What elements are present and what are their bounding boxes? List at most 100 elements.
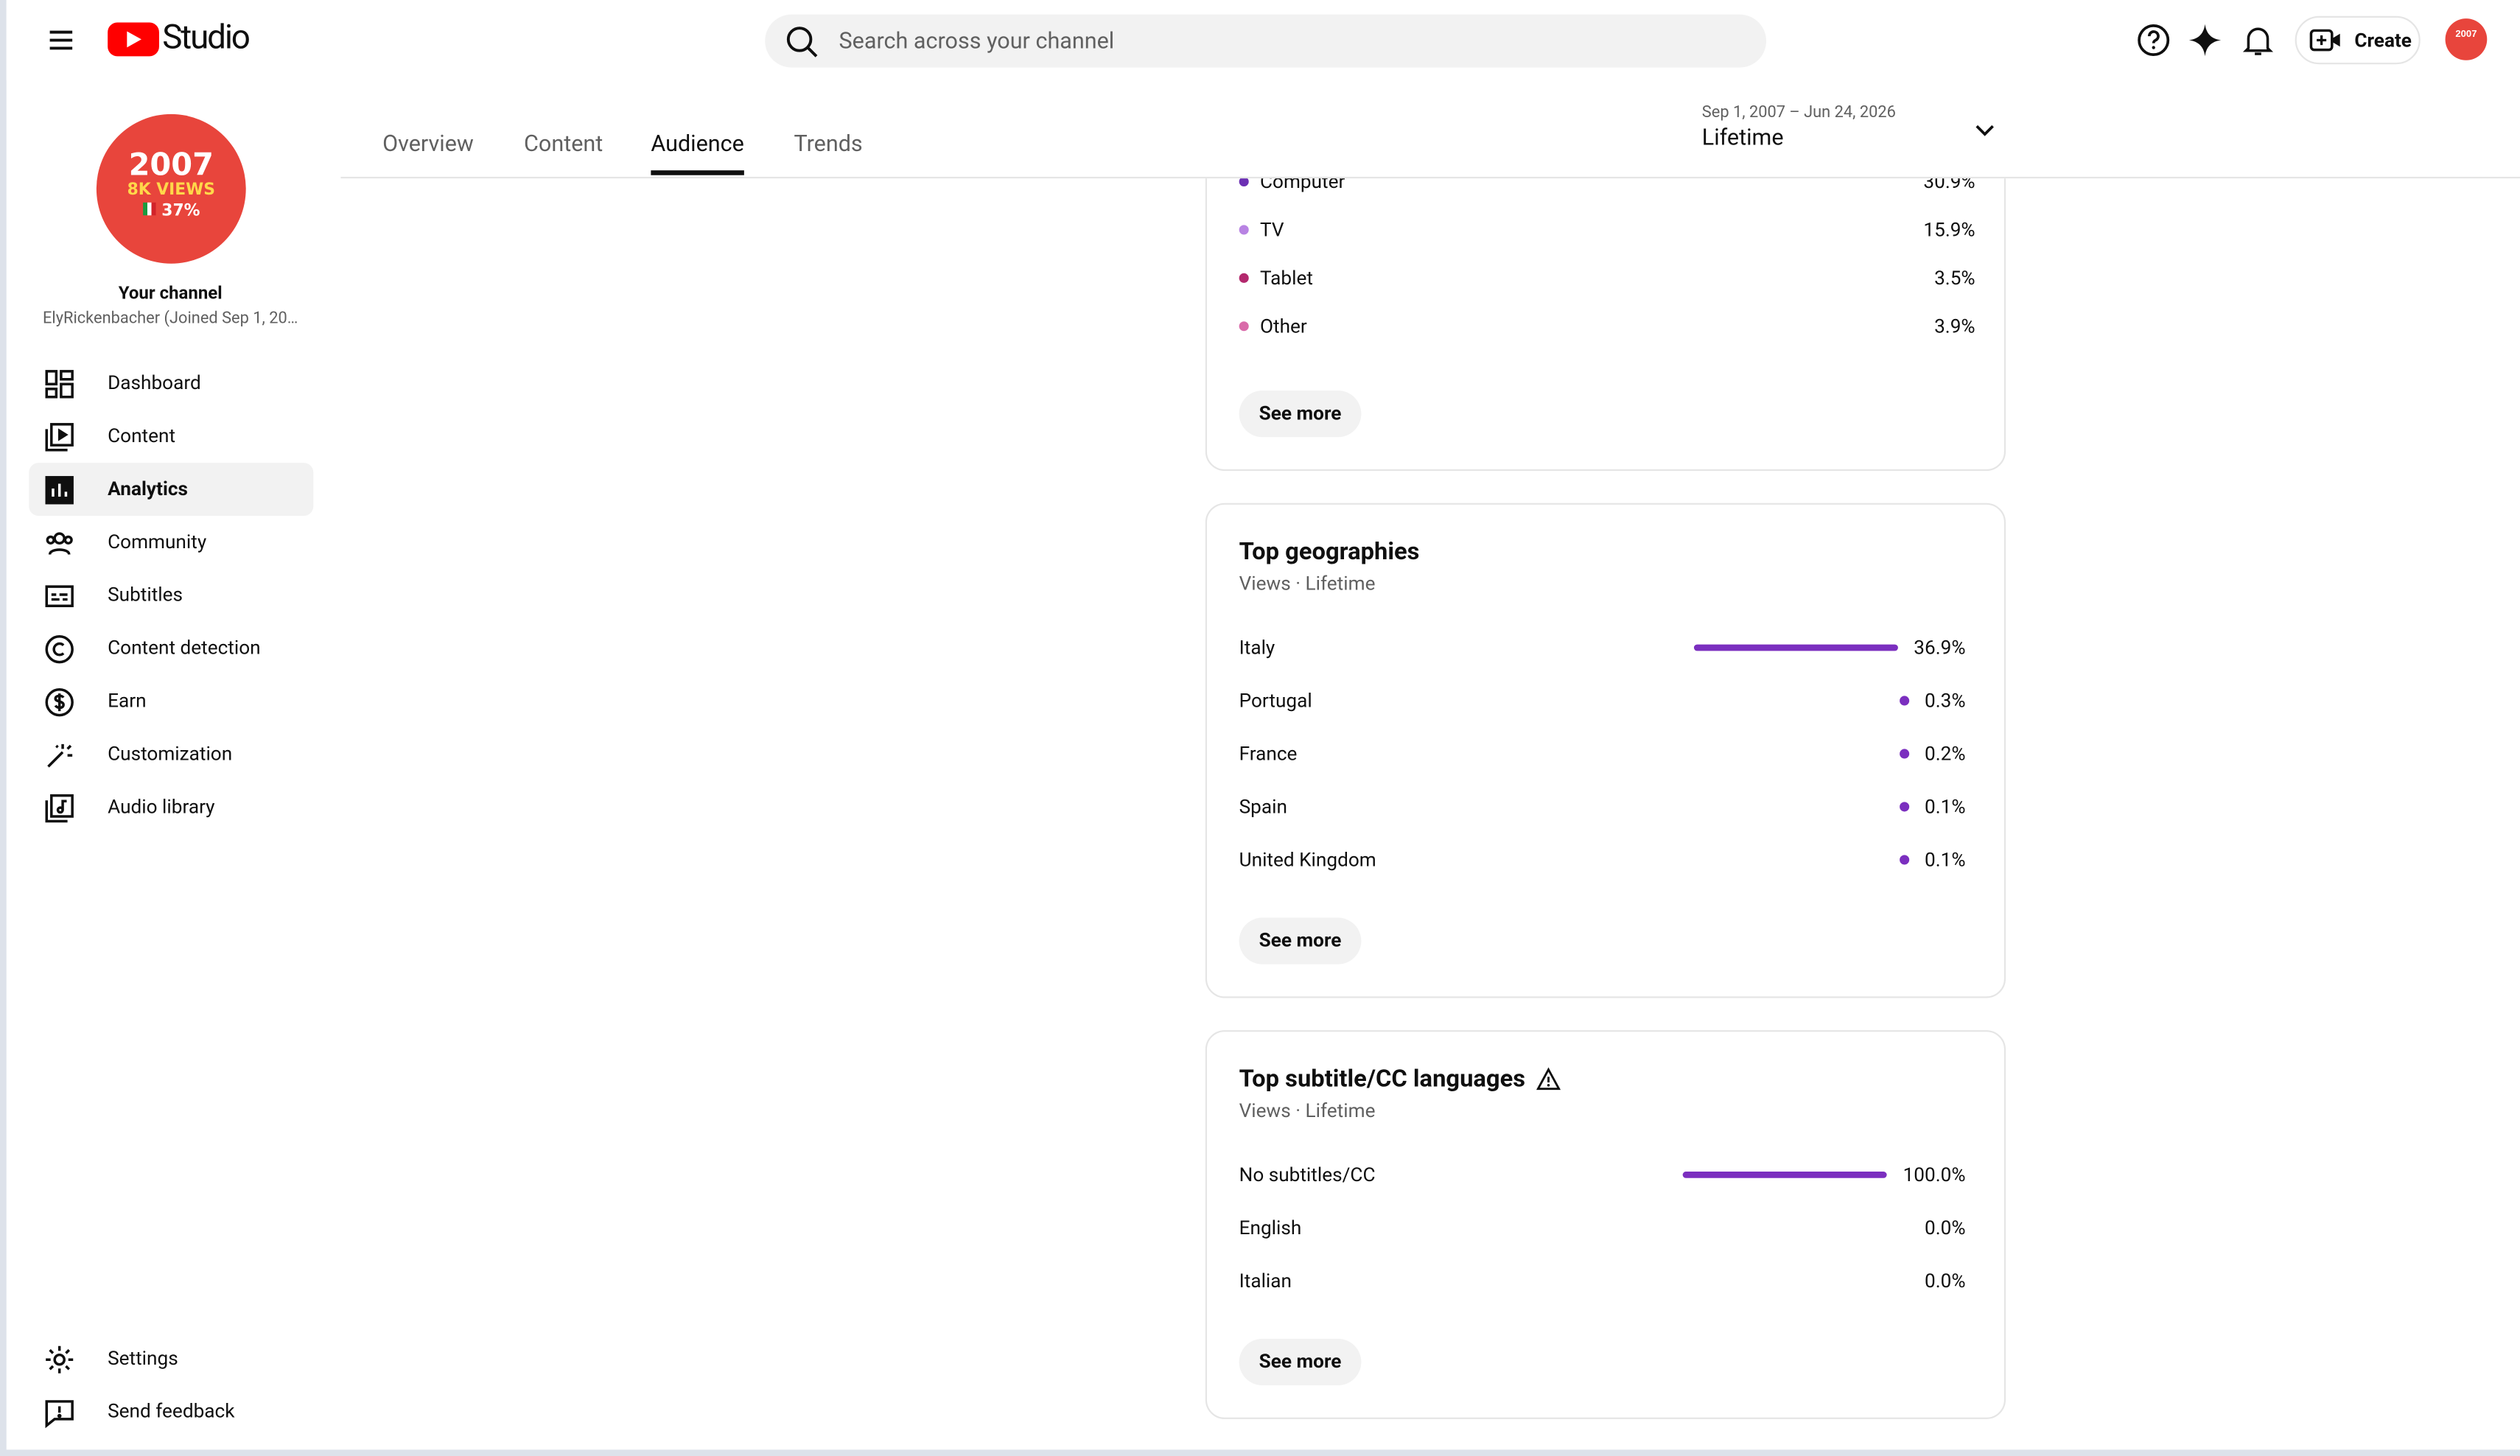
see-more-button[interactable]: See more bbox=[1239, 1338, 1362, 1386]
tab[interactable]: Content bbox=[524, 131, 603, 158]
row-name: France bbox=[1239, 742, 1298, 766]
search-icon bbox=[786, 27, 818, 57]
card-subtitle: Views · Lifetime bbox=[1239, 1099, 1376, 1122]
nav-icon bbox=[45, 794, 74, 823]
nav-icon bbox=[45, 634, 74, 664]
legend-dot bbox=[1239, 225, 1249, 235]
row-marker bbox=[1899, 802, 1909, 812]
date-label[interactable]: Lifetime bbox=[1701, 125, 1784, 152]
nav-item[interactable]: Community bbox=[29, 516, 313, 569]
device-value: 3.5% bbox=[1934, 267, 1975, 290]
account-avatar-text: 2007 bbox=[2455, 28, 2477, 39]
dot bbox=[1899, 802, 1909, 812]
nav-icon bbox=[46, 532, 73, 556]
nav-label: Customization bbox=[108, 742, 233, 766]
device-name: Other bbox=[1259, 315, 1307, 338]
device-value: 15.9% bbox=[1923, 218, 1975, 242]
nav-item[interactable]: Dashboard bbox=[29, 357, 313, 410]
row-name: No subtitles/CC bbox=[1239, 1163, 1376, 1186]
app-name[interactable]: Studio bbox=[162, 19, 251, 58]
avatar-line: 37% bbox=[97, 201, 246, 224]
dot bbox=[1899, 696, 1909, 706]
data-row: Spain 0.1% bbox=[1239, 794, 1966, 819]
tab[interactable]: Overview bbox=[382, 131, 474, 158]
nav-icon bbox=[45, 423, 74, 452]
row-value: 36.9% bbox=[1914, 636, 1966, 659]
see-more-button[interactable]: See more bbox=[1239, 917, 1362, 965]
create-icon bbox=[2309, 29, 2340, 52]
nav-label: Community bbox=[108, 530, 207, 553]
tab[interactable]: Audience bbox=[651, 131, 744, 175]
top-bar: Studio Search across your channel Create… bbox=[6, 0, 2520, 81]
row-value: 100.0% bbox=[1903, 1163, 1966, 1186]
nav-item[interactable]: Analytics bbox=[29, 463, 314, 517]
nav-item[interactable]: Send feedback bbox=[29, 1385, 313, 1438]
date-dropdown[interactable] bbox=[1973, 119, 1996, 141]
flag bbox=[142, 202, 155, 216]
nav-icon bbox=[45, 370, 74, 399]
nav-icon bbox=[47, 743, 73, 768]
nav-item[interactable]: Settings bbox=[29, 1332, 313, 1385]
notifications-button[interactable] bbox=[2240, 23, 2275, 58]
tab-header: Overview Content Audience Trends Sep 1, 200… bbox=[340, 80, 2520, 179]
menu-button[interactable] bbox=[45, 24, 77, 57]
row-name: United Kingdom bbox=[1239, 848, 1376, 872]
dot bbox=[1899, 855, 1909, 865]
logo-icon[interactable] bbox=[106, 19, 161, 57]
data-row: France 0.2% bbox=[1239, 741, 1966, 766]
nav-item[interactable]: Earn bbox=[29, 675, 313, 728]
row-name: Italian bbox=[1239, 1270, 1292, 1292]
row-name: Spain bbox=[1239, 795, 1287, 819]
see-more-button[interactable]: See more bbox=[1239, 391, 1362, 438]
row-name: Italy bbox=[1239, 636, 1275, 659]
dot bbox=[1899, 749, 1909, 759]
nav-label: Analytics bbox=[108, 477, 188, 500]
row-name: English bbox=[1239, 1217, 1302, 1239]
nav-item[interactable]: Content bbox=[29, 410, 313, 463]
date-range[interactable]: Sep 1, 2007 – Jun 24, 2026 bbox=[1701, 104, 1896, 122]
nav-label: Audio library bbox=[108, 795, 215, 819]
card-title: Top geographies bbox=[1239, 536, 1420, 566]
legend-dot bbox=[1239, 176, 1249, 187]
nav-label: Earn bbox=[108, 689, 147, 713]
nav-item[interactable]: Content detection bbox=[29, 622, 313, 675]
nav-icon bbox=[45, 476, 74, 505]
row-value: 0.1% bbox=[1924, 795, 1966, 819]
row-value: 0.1% bbox=[1924, 848, 1966, 872]
nav-label: Content detection bbox=[108, 636, 261, 659]
data-row: No subtitles/CC 100.0% bbox=[1239, 1162, 1966, 1188]
nav-icon bbox=[45, 585, 74, 608]
nav-icon bbox=[45, 1400, 74, 1429]
tab[interactable]: Trends bbox=[794, 131, 863, 158]
device-name: TV bbox=[1259, 218, 1284, 242]
nav-item[interactable]: Customization bbox=[29, 728, 313, 781]
help-button[interactable] bbox=[2136, 23, 2171, 58]
nav-label: Send feedback bbox=[108, 1399, 235, 1423]
ai-button[interactable] bbox=[2188, 23, 2223, 58]
row-marker bbox=[1682, 1171, 1887, 1179]
data-row: Italy 36.9% bbox=[1239, 635, 1966, 661]
device-row: Other 3.9% bbox=[1239, 313, 1975, 339]
row-name: Portugal bbox=[1239, 689, 1312, 713]
channel-avatar[interactable]: 2007 8K VIEWS 37% bbox=[96, 113, 246, 264]
device-row: Tablet 3.5% bbox=[1239, 265, 1975, 291]
data-row: Portugal 0.3% bbox=[1239, 688, 1966, 714]
account-avatar[interactable]: 2007 bbox=[2444, 18, 2488, 61]
nav-item[interactable]: Audio library bbox=[29, 781, 313, 834]
languages-card: Top subtitle/CC languages Views · Lifeti… bbox=[1205, 1030, 2006, 1419]
row-marker bbox=[1899, 855, 1909, 865]
row-marker bbox=[1899, 749, 1909, 759]
warning-icon[interactable] bbox=[1536, 1067, 1561, 1091]
card-title: Top subtitle/CC languages bbox=[1239, 1063, 1526, 1093]
nav-label: Content bbox=[108, 424, 176, 447]
data-row: Italian 0.0% bbox=[1239, 1268, 1966, 1294]
create-label: Create bbox=[2354, 29, 2412, 52]
legend-dot bbox=[1239, 273, 1249, 283]
search-box[interactable]: Search across your channel bbox=[765, 14, 1767, 68]
create-button[interactable]: Create bbox=[2295, 15, 2421, 65]
nav-item[interactable]: Subtitles bbox=[29, 569, 313, 622]
nav-label: Dashboard bbox=[108, 371, 201, 394]
